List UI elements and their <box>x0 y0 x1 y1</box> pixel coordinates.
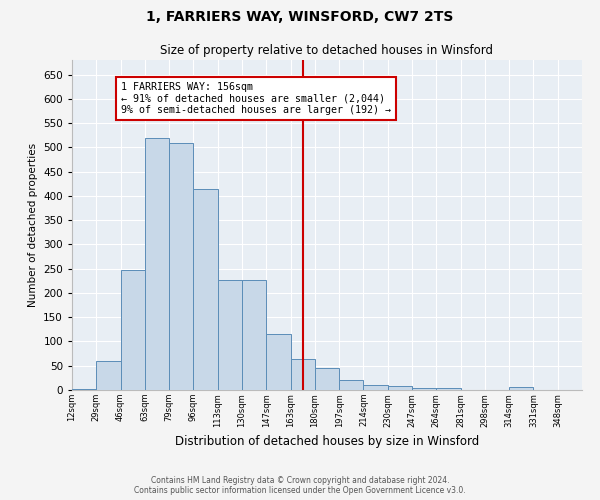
Bar <box>96 362 121 390</box>
Text: 1, FARRIERS WAY, WINSFORD, CW7 2TS: 1, FARRIERS WAY, WINSFORD, CW7 2TS <box>146 10 454 24</box>
Bar <box>509 387 533 390</box>
Text: Contains HM Land Registry data © Crown copyright and database right 2024.
Contai: Contains HM Land Registry data © Crown c… <box>134 476 466 495</box>
Bar <box>412 388 436 390</box>
Bar <box>169 142 193 390</box>
Bar <box>193 189 218 390</box>
Text: 1 FARRIERS WAY: 156sqm
← 91% of detached houses are smaller (2,044)
9% of semi-d: 1 FARRIERS WAY: 156sqm ← 91% of detached… <box>121 82 391 115</box>
Title: Size of property relative to detached houses in Winsford: Size of property relative to detached ho… <box>161 44 493 58</box>
Bar <box>436 388 461 390</box>
Bar <box>72 389 96 390</box>
Bar <box>121 270 145 390</box>
Bar <box>364 384 388 390</box>
Bar <box>145 138 169 390</box>
Y-axis label: Number of detached properties: Number of detached properties <box>28 143 38 307</box>
Bar <box>290 360 315 390</box>
Bar <box>266 334 290 390</box>
X-axis label: Distribution of detached houses by size in Winsford: Distribution of detached houses by size … <box>175 435 479 448</box>
Bar <box>315 368 339 390</box>
Bar <box>388 386 412 390</box>
Bar <box>218 280 242 390</box>
Bar <box>339 380 364 390</box>
Bar <box>242 280 266 390</box>
